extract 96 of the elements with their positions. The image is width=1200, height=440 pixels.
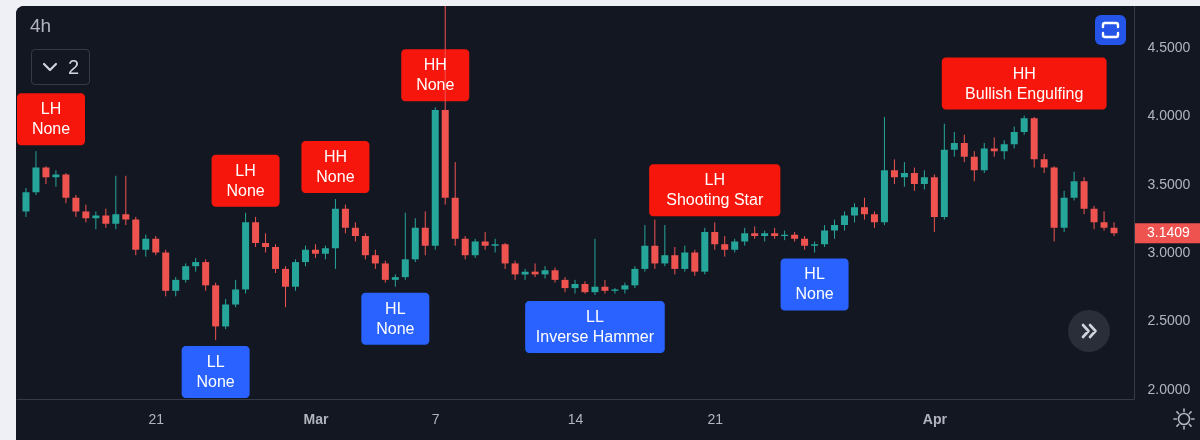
candlestick (252, 216, 260, 248)
x-tick-label: 14 (567, 410, 584, 427)
annotation: HL None (376, 299, 415, 337)
candlestick (82, 204, 90, 223)
candlestick (22, 187, 30, 218)
candlestick (1110, 221, 1118, 237)
candlestick (371, 249, 379, 270)
annotation: LH Shooting Star (666, 171, 764, 209)
y-tick-label: 3.5000 (1147, 175, 1191, 192)
x-tick-label: 21 (148, 410, 165, 427)
candlestick (62, 172, 70, 204)
candlestick (42, 165, 50, 185)
chart-title: 4h (30, 14, 52, 36)
candlestick (561, 276, 569, 293)
x-tick-label: 7 (431, 410, 440, 427)
candlestick (860, 197, 868, 221)
candlestick (900, 161, 908, 188)
candlestick (1040, 153, 1048, 174)
candlestick (960, 134, 968, 163)
candlestick (1090, 205, 1098, 230)
candlestick (591, 238, 599, 296)
candlestick (1020, 115, 1028, 136)
candlestick (282, 265, 290, 308)
candlestick (511, 260, 519, 281)
candlestick (52, 169, 60, 188)
annotation: HH None (416, 56, 455, 94)
candlestick (970, 150, 978, 182)
candlestick (122, 175, 130, 226)
annotation: LH None (31, 100, 71, 138)
annotation: LL Inverse Hammer (535, 307, 655, 345)
candlestick (112, 175, 120, 230)
candlestick (541, 265, 549, 279)
candlestick (142, 234, 150, 258)
candlestick (681, 245, 689, 273)
candlestick (1010, 126, 1018, 149)
dropdown-button: 2 (31, 49, 91, 85)
candlestick (641, 224, 649, 273)
candlestick (232, 279, 240, 308)
candlestick (920, 169, 928, 190)
annotation: LL None (196, 353, 235, 391)
annotation: HL None (795, 265, 834, 303)
candlestick (831, 219, 839, 240)
y-tick-label: 2.5000 (1147, 312, 1191, 329)
y-tick-label: 3.0000 (1147, 243, 1191, 260)
y-tick-label: 4.0000 (1147, 107, 1191, 124)
candlestick (601, 279, 609, 295)
candlestick (821, 224, 829, 248)
text: 3.1409 (1147, 224, 1191, 241)
candlestick (471, 238, 479, 259)
candlestick (661, 224, 669, 267)
candlestick (361, 232, 369, 260)
candlestick (172, 276, 180, 297)
candlestick (721, 235, 729, 258)
x-tick-label: 21 (707, 410, 724, 427)
candlestick (381, 260, 389, 284)
annotation: LH None (226, 161, 265, 199)
candlestick (351, 221, 359, 243)
candlestick (611, 287, 619, 295)
annotation: 2 (68, 55, 80, 79)
candlestick (691, 249, 699, 277)
y-tick-label: 2.0000 (1147, 380, 1191, 397)
annotation: HH None (316, 148, 355, 186)
candlestick (841, 210, 849, 232)
annotation: HH Bullish Engulfing (965, 64, 1084, 102)
candlestick (651, 219, 659, 270)
candlestick (851, 202, 858, 223)
candlestick (711, 221, 719, 251)
candlestick (461, 235, 469, 260)
candlestick (980, 142, 988, 174)
x-tick-label: Mar (303, 410, 329, 427)
candlestick (72, 194, 80, 218)
candlestick (1070, 171, 1078, 201)
candlestick (182, 262, 190, 284)
candlestick (301, 245, 309, 267)
candlestick (272, 243, 280, 274)
candlestick (501, 242, 509, 270)
candlestick (222, 298, 230, 330)
candlestick (950, 131, 958, 158)
candlestick (421, 210, 429, 256)
y-tick-label: 4.5000 (1147, 38, 1191, 55)
candlestick (341, 204, 349, 234)
candlestick (621, 282, 629, 295)
candlestick (262, 232, 270, 253)
x-tick-label: Apr (922, 410, 948, 427)
candlestick (102, 208, 110, 229)
candlestick (671, 246, 679, 275)
candlestick (202, 258, 210, 292)
candlestick (910, 167, 918, 192)
candlestick (631, 265, 639, 289)
candlestick (401, 212, 409, 281)
candlestick (491, 238, 499, 253)
candlestick (990, 136, 998, 158)
candlestick (1000, 139, 1008, 160)
candlestick (1100, 210, 1108, 232)
candlestick (890, 158, 898, 185)
candlestick (152, 235, 160, 256)
